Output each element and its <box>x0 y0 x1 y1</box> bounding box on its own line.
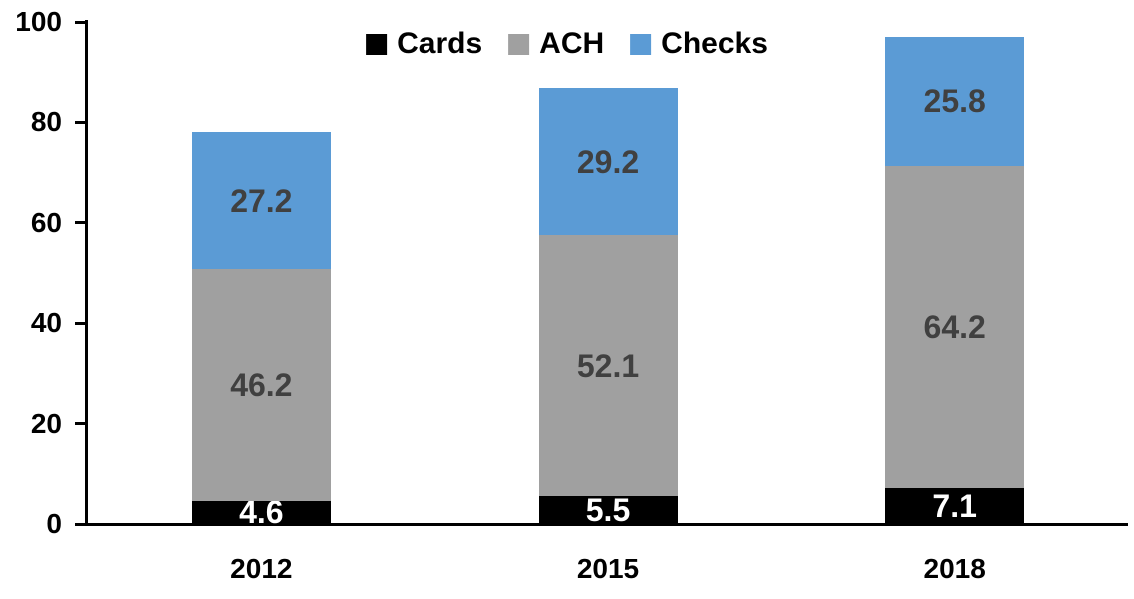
x-tick-label-2018: 2018 <box>923 553 986 584</box>
legend-item-ach: ACH <box>508 28 604 60</box>
y-tick-label: 0 <box>46 508 62 539</box>
y-tick-mark <box>75 321 86 325</box>
data-label: 29.2 <box>576 143 640 180</box>
bar-segment-cards-2012: 4.6 <box>191 496 331 528</box>
bar-segment-checks-2012: 27.2 <box>191 132 331 269</box>
data-label: 25.8 <box>923 83 986 120</box>
y-axis-line <box>85 20 88 526</box>
y-tick-mark <box>75 20 86 24</box>
data-label: 52.1 <box>576 347 640 384</box>
legend-item-cards: Cards <box>366 28 482 60</box>
data-label: 4.6 <box>239 494 284 531</box>
y-tick-mark <box>75 422 86 426</box>
legend-item-checks: Checks <box>630 28 768 60</box>
data-label: 64.2 <box>923 309 986 346</box>
y-tick-label: 80 <box>30 106 62 138</box>
bar-segment-checks-2018: 25.8 <box>885 36 1025 167</box>
data-label: 46.2 <box>230 366 293 403</box>
bar-segment-cards-2015: 5.5 <box>538 492 678 529</box>
bar-segment-ach-2015: 52.1 <box>538 234 678 497</box>
chart-legend: Cards ACH Checks <box>366 28 768 60</box>
legend-swatch-icon <box>630 33 652 55</box>
y-tick-label: 40 <box>30 307 62 339</box>
legend-label: ACH <box>539 27 605 60</box>
y-tick-label: 60 <box>30 206 62 238</box>
y-tick-mark <box>75 120 86 124</box>
legend-label: Checks <box>661 27 768 60</box>
y-tick-mark <box>75 221 86 225</box>
y-tick-label: 20 <box>30 407 62 439</box>
x-axis-line <box>85 523 1128 526</box>
bar-segment-cards-2018: 7.1 <box>885 488 1025 525</box>
legend-swatch-icon <box>508 33 530 55</box>
data-label: 5.5 <box>585 492 631 529</box>
bar-segment-checks-2015: 29.2 <box>538 88 678 235</box>
x-tick-label-2015: 2015 <box>576 553 640 584</box>
y-tick-label: 100 <box>15 6 62 37</box>
bar-segment-ach-2012: 46.2 <box>191 268 331 501</box>
bar-segment-ach-2018: 64.2 <box>885 166 1025 489</box>
data-label: 7.1 <box>932 488 977 525</box>
data-label: 27.2 <box>230 182 293 219</box>
legend-swatch-icon <box>366 33 388 55</box>
y-tick-mark <box>75 522 86 526</box>
legend-label: Cards <box>397 27 483 60</box>
x-tick-label-2012: 2012 <box>230 553 293 584</box>
